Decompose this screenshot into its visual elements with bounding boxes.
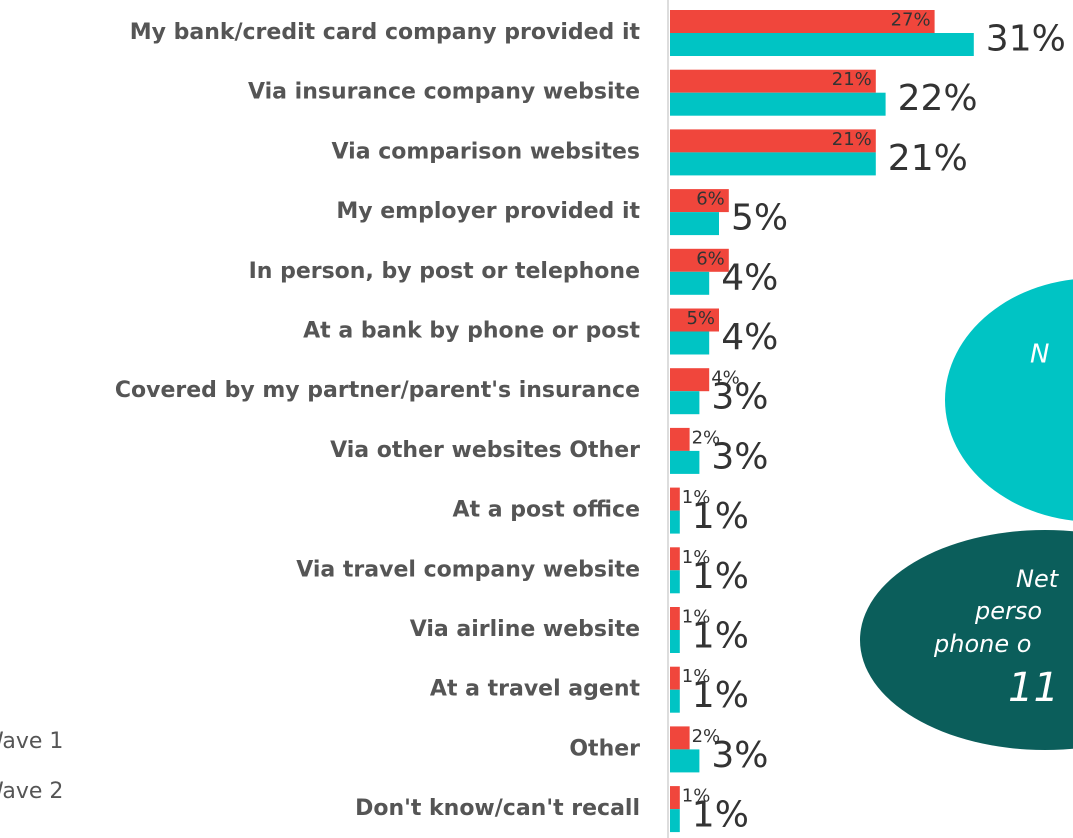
- category-label: At a bank by phone or post: [303, 319, 640, 344]
- value-label: 2%: [692, 726, 721, 747]
- value-label: 22%: [898, 78, 978, 119]
- bar: [670, 391, 700, 415]
- bar: [670, 189, 729, 213]
- value-label: 4%: [721, 317, 778, 358]
- bar: [670, 271, 710, 295]
- value-label: 1%: [692, 675, 749, 716]
- value-label: 1%: [682, 547, 711, 568]
- category-label: Via comparison websites: [332, 139, 640, 164]
- bar: [670, 331, 710, 355]
- legend-label: Wave 2: [0, 779, 63, 804]
- category-label: My bank/credit card company provided it: [130, 20, 641, 45]
- bubble-text: perso: [974, 597, 1042, 625]
- value-label: 1%: [682, 607, 711, 628]
- value-label: 2%: [692, 427, 721, 448]
- value-label: 3%: [711, 735, 768, 776]
- bar: [670, 129, 876, 153]
- category-label: Via airline website: [410, 617, 640, 642]
- bar: [670, 726, 690, 750]
- bar: [670, 10, 935, 33]
- category-label: In person, by post or telephone: [249, 259, 640, 284]
- bar: [670, 487, 680, 511]
- value-label: 6%: [696, 189, 725, 210]
- bar: [670, 248, 729, 272]
- bar: [670, 547, 680, 571]
- value-label: 1%: [682, 666, 711, 687]
- bar: [670, 212, 719, 236]
- value-label: 5%: [731, 198, 788, 239]
- value-label: 21%: [832, 129, 872, 150]
- bar: [670, 666, 680, 690]
- bar: [670, 33, 974, 56]
- bar: [670, 308, 719, 332]
- bar: [670, 368, 710, 392]
- value-label: 31%: [986, 19, 1066, 60]
- value-label: 21%: [832, 69, 872, 90]
- value-label: 3%: [711, 436, 768, 477]
- bar: [670, 69, 876, 93]
- bar: [670, 786, 680, 810]
- bubble: [945, 279, 1073, 521]
- value-label: 3%: [711, 377, 768, 418]
- bubble: [860, 530, 1073, 750]
- value-label: 21%: [888, 138, 968, 179]
- category-label: Other: [569, 736, 640, 761]
- category-label: My employer provided it: [336, 199, 640, 224]
- value-label: 1%: [692, 556, 749, 597]
- category-label: Via insurance company website: [248, 80, 640, 105]
- value-label: 1%: [692, 496, 749, 537]
- bar: [670, 630, 680, 653]
- category-label: Via travel company website: [296, 557, 640, 582]
- value-label: 4%: [711, 368, 740, 389]
- bar: [670, 570, 680, 594]
- bar: [670, 809, 680, 833]
- bar: [670, 689, 680, 713]
- category-label: At a post office: [453, 498, 640, 523]
- bar: [670, 749, 700, 773]
- category-label: Don't know/can't recall: [355, 796, 640, 821]
- bubble-text: phone o: [933, 630, 1031, 658]
- bar: [670, 510, 680, 534]
- bar: [670, 607, 680, 630]
- value-label: 4%: [721, 257, 778, 298]
- bubble-text: N: [1030, 340, 1049, 370]
- value-label: 1%: [682, 786, 711, 807]
- value-label: 27%: [891, 10, 931, 31]
- bar: [670, 450, 700, 474]
- category-label: Covered by my partner/parent's insurance: [115, 378, 640, 403]
- bar: [670, 152, 876, 176]
- value-label: 1%: [692, 795, 749, 836]
- bar: [670, 92, 886, 116]
- legend-label: Wave 1: [0, 729, 63, 754]
- value-label: 5%: [686, 308, 715, 329]
- category-label: At a travel agent: [430, 677, 641, 702]
- value-label: 6%: [696, 248, 725, 269]
- value-label: 1%: [692, 616, 749, 657]
- bubble-text: 11: [1008, 665, 1059, 711]
- category-label: Via other websites Other: [330, 438, 640, 463]
- bar: [670, 427, 690, 451]
- value-label: 1%: [682, 487, 711, 508]
- bubble-text: Net: [1016, 565, 1060, 593]
